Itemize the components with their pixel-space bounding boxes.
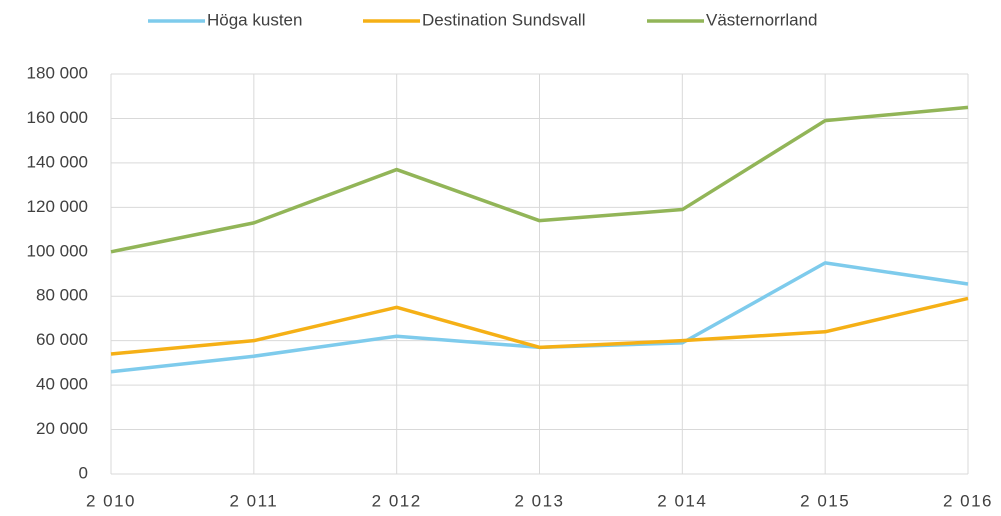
legend-label: Höga kusten xyxy=(207,10,302,29)
x-tick-label: 2 016 xyxy=(943,491,993,510)
legend-label: Destination Sundsvall xyxy=(422,10,585,29)
x-tick-label: 2 014 xyxy=(657,491,707,510)
legend-label: Västernorrland xyxy=(706,10,818,29)
y-tick-label: 100 000 xyxy=(27,241,88,260)
data-line xyxy=(110,105,969,254)
x-tick-label: 2 011 xyxy=(229,491,278,510)
y-tick-label: 160 000 xyxy=(27,108,88,127)
y-tick-label: 80 000 xyxy=(36,286,88,305)
y-tick-label: 20 000 xyxy=(36,419,88,438)
data-line xyxy=(110,296,969,356)
x-tick-label: 2 012 xyxy=(372,491,422,510)
y-tick-label: 140 000 xyxy=(27,152,88,171)
x-tick-label: 2 015 xyxy=(800,491,850,510)
y-tick-label: 40 000 xyxy=(36,375,88,394)
y-tick-label: 0 xyxy=(79,463,88,482)
x-tick-label: 2 013 xyxy=(514,491,564,510)
x-tick-label: 2 010 xyxy=(86,491,136,510)
y-tick-label: 120 000 xyxy=(27,197,88,216)
y-tick-label: 60 000 xyxy=(36,330,88,349)
y-tick-label: 180 000 xyxy=(27,63,88,82)
